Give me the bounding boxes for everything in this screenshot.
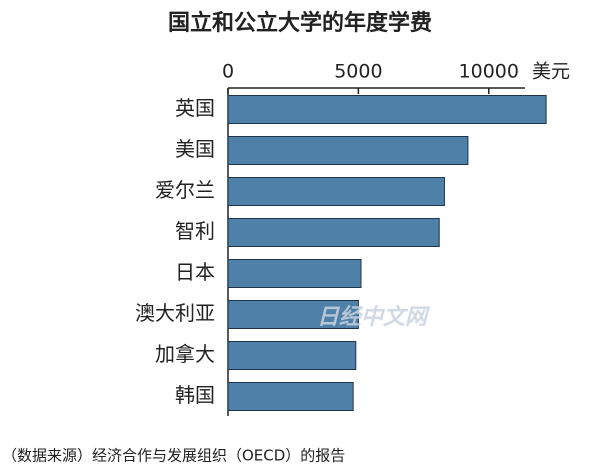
bar	[227, 218, 440, 247]
x-tick-label: 0	[222, 61, 234, 83]
y-tick-label: 韩国	[175, 383, 215, 407]
y-tick-label: 澳大利亚	[135, 301, 215, 325]
y-tick-label: 智利	[175, 219, 215, 243]
y-tick-label: 爱尔兰	[155, 178, 215, 202]
y-tick-label: 日本	[175, 260, 215, 284]
source-note: （数据来源）经济合作与发展组织（OECD）的报告	[2, 447, 345, 465]
watermark: 日经中文网	[317, 304, 430, 330]
bar	[227, 300, 359, 329]
bar	[227, 341, 357, 370]
y-tick-label: 英国	[175, 96, 215, 120]
x-tick-label: 10000	[459, 61, 519, 83]
y-tick-label: 加拿大	[155, 342, 215, 366]
y-tick-label: 美国	[175, 137, 215, 161]
chart-title: 国立和公立大学的年度学费	[168, 10, 432, 36]
bar	[227, 177, 445, 206]
bar	[227, 382, 354, 411]
bar	[227, 95, 547, 124]
axis-unit: 美元	[532, 61, 570, 83]
x-tick-label: 5000	[334, 61, 382, 83]
bar	[227, 259, 362, 288]
bar	[227, 136, 469, 165]
